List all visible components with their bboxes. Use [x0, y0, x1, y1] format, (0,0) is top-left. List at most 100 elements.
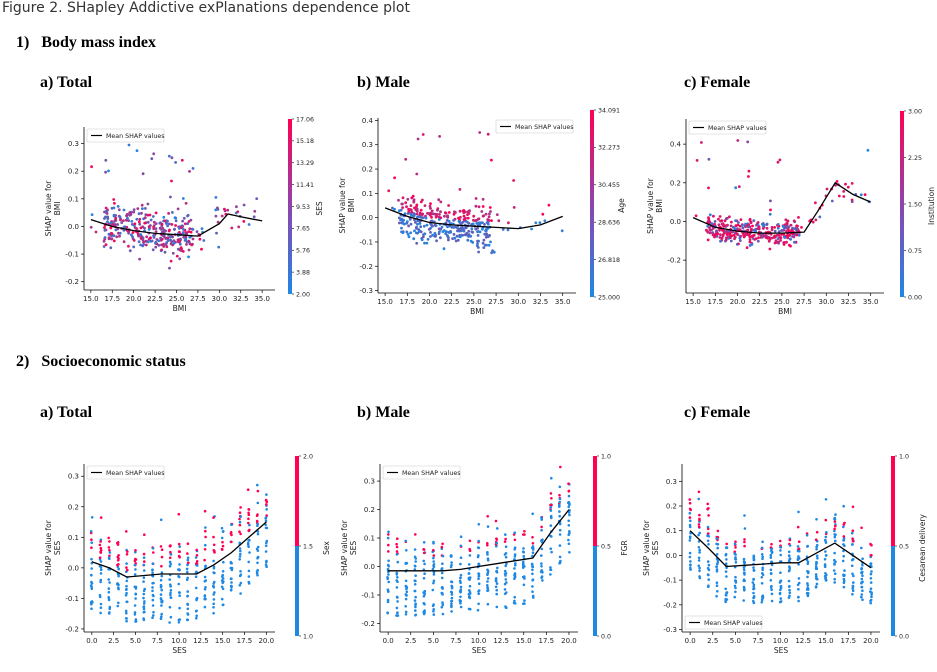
- scatter-point: [558, 485, 562, 489]
- scatter-point: [99, 568, 103, 571]
- scatter-point: [151, 248, 155, 252]
- scatter-point: [204, 535, 207, 539]
- scatter-point: [492, 250, 496, 254]
- scatter-point: [481, 227, 484, 231]
- y-tick-label: 0.2: [362, 166, 373, 174]
- scatter-point: [419, 225, 423, 229]
- scatter-point: [386, 536, 390, 540]
- scatter-point: [141, 207, 144, 211]
- scatter-point: [870, 553, 873, 557]
- scatter-point: [142, 607, 146, 611]
- scatter-point: [814, 538, 818, 541]
- scatter-point: [513, 572, 517, 575]
- scatter-point: [230, 523, 233, 526]
- scatter-point: [195, 562, 198, 565]
- scatter-point: [125, 587, 128, 591]
- scatter-point: [414, 533, 417, 536]
- scatter-point: [769, 553, 773, 557]
- scatter-point: [247, 575, 251, 578]
- y-tick-label: -0.1: [663, 577, 677, 585]
- scatter-point: [151, 571, 154, 575]
- scatter-point: [459, 235, 462, 239]
- scatter-point: [117, 601, 120, 605]
- scatter-point: [483, 223, 486, 226]
- scatter-point: [861, 563, 864, 567]
- scatter-point: [127, 230, 130, 234]
- x-tick-label: 30.0: [510, 298, 526, 306]
- scatter-point: [721, 228, 724, 232]
- scatter-point: [430, 223, 433, 227]
- scatter-point: [238, 511, 242, 514]
- scatter-point: [733, 227, 737, 231]
- scatter-point: [814, 218, 818, 222]
- scatter-point: [107, 536, 110, 540]
- scatter-point: [550, 497, 553, 500]
- colorbar-tick-label: 25.000: [598, 294, 620, 301]
- scatter-point: [852, 539, 855, 543]
- scatter-point: [89, 601, 93, 604]
- scatter-point: [164, 229, 167, 233]
- scatter-point: [539, 570, 543, 574]
- scatter-point: [477, 539, 481, 543]
- x-tick-label: 25.0: [774, 298, 790, 306]
- scatter-point: [757, 236, 760, 240]
- scatter-point: [422, 224, 426, 228]
- x-tick-label: 15.0: [685, 298, 701, 306]
- scatter-point: [407, 224, 410, 228]
- scatter-point: [815, 554, 819, 558]
- y-tick-label: 0.4: [362, 117, 374, 125]
- scatter-point: [444, 232, 447, 236]
- scatter-point: [90, 587, 94, 590]
- scatter-point: [108, 551, 112, 554]
- scatter-point: [440, 571, 444, 575]
- scatter-point: [842, 577, 846, 581]
- scatter-point: [777, 230, 781, 234]
- scatter-point: [806, 562, 810, 566]
- scatter-point: [115, 235, 119, 239]
- scatter-point: [255, 483, 259, 487]
- scatter-point: [128, 213, 132, 217]
- scatter-point: [409, 208, 412, 211]
- section-number: 2): [16, 353, 30, 370]
- scatter-point: [782, 241, 786, 244]
- scatter-point: [439, 200, 443, 204]
- scatter-point: [708, 213, 712, 217]
- scatter-point: [264, 523, 267, 526]
- scatter-point: [779, 579, 782, 583]
- scatter-point: [688, 555, 692, 559]
- scatter-point: [486, 218, 490, 221]
- scatter-point: [719, 233, 722, 237]
- scatter-point: [549, 566, 552, 569]
- scatter-point: [558, 497, 562, 501]
- scatter-point: [159, 545, 163, 548]
- mean-shap-line: [91, 521, 267, 578]
- scatter-point: [781, 225, 785, 228]
- scatter-point: [688, 501, 692, 505]
- scatter-point: [108, 605, 112, 609]
- scatter-point: [405, 590, 409, 594]
- legend-label: Mean SHAP values: [704, 620, 762, 627]
- scatter-point: [440, 576, 444, 580]
- scatter-point: [395, 573, 399, 576]
- scatter-point: [459, 544, 463, 548]
- scatter-point: [558, 505, 561, 508]
- x-tick-label: 20.0: [422, 298, 438, 306]
- scatter-point: [439, 236, 442, 240]
- scatter-point: [157, 243, 161, 247]
- scatter-point: [788, 538, 792, 542]
- scatter-point: [760, 576, 764, 579]
- scatter-point: [410, 196, 414, 200]
- scatter-point: [737, 221, 740, 224]
- scatter-point: [706, 573, 710, 576]
- scatter-point: [761, 568, 764, 571]
- scatter-point: [247, 560, 250, 564]
- scatter-point: [485, 221, 489, 225]
- scatter-point: [850, 543, 854, 546]
- colorbar-tick-label: 28.636: [598, 220, 620, 227]
- scatter-point: [116, 205, 120, 208]
- scatter-point: [432, 540, 435, 544]
- scatter-point: [495, 545, 498, 548]
- x-tick-label: 7.5: [450, 637, 461, 645]
- scatter-point: [747, 175, 750, 178]
- scatter-point: [540, 518, 543, 521]
